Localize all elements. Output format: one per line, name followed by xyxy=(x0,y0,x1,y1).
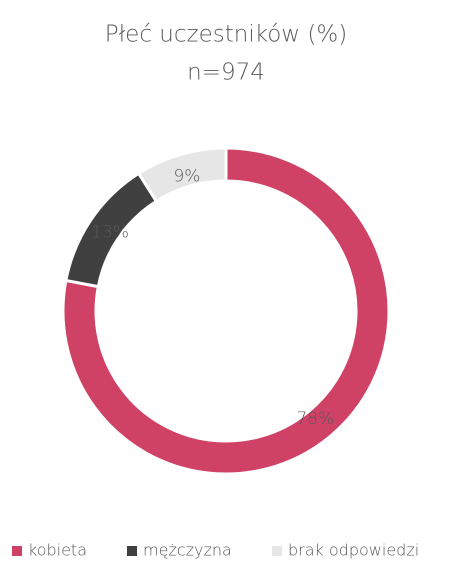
legend-swatch xyxy=(127,546,137,556)
donut-segment xyxy=(61,146,391,476)
legend-label: mężczyzna xyxy=(143,541,232,560)
chart-title: Płeć uczestników (%) xyxy=(105,22,347,48)
legend-label: brak odpowiedzi xyxy=(288,541,419,560)
donut-segment xyxy=(136,146,228,204)
legend-swatch xyxy=(272,546,282,556)
legend-swatch xyxy=(12,546,22,556)
data-label: 13% xyxy=(91,222,129,242)
chart-subtitle: n=974 xyxy=(187,60,265,86)
legend-label: kobieta xyxy=(28,541,87,560)
data-label: 9% xyxy=(173,167,200,187)
data-label: 78% xyxy=(296,409,334,429)
